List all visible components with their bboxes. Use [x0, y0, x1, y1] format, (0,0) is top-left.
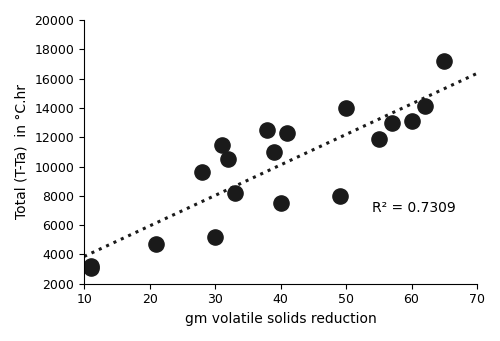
Point [388, 120, 396, 125]
Point [283, 130, 291, 135]
Point [420, 104, 428, 109]
Point [86, 265, 94, 270]
Point [270, 149, 278, 154]
Point [276, 201, 284, 206]
X-axis label: gm volatile solids reduction: gm volatile solids reduction [184, 312, 376, 326]
Point [224, 157, 232, 162]
Point [408, 118, 416, 124]
Point [198, 169, 206, 175]
Point [264, 127, 272, 133]
Point [336, 193, 344, 198]
Point [230, 190, 238, 196]
Point [211, 234, 219, 240]
Point [375, 136, 383, 142]
Text: R² = 0.7309: R² = 0.7309 [372, 201, 456, 214]
Point [440, 58, 448, 64]
Y-axis label: Total (T-Ta)  in °C.hr: Total (T-Ta) in °C.hr [15, 84, 29, 219]
Point [86, 263, 94, 269]
Point [218, 142, 226, 147]
Point [342, 105, 350, 110]
Point [152, 241, 160, 247]
